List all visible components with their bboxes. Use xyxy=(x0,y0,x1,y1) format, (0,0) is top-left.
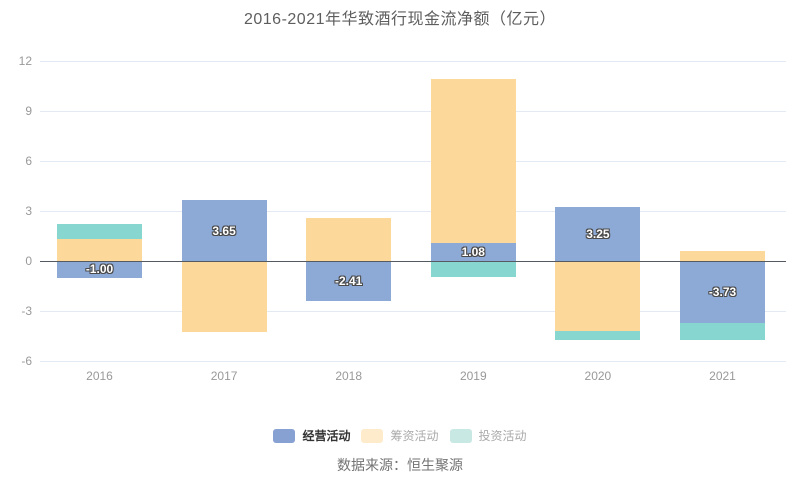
x-axis-tick-label: 2018 xyxy=(335,369,363,383)
bar-value-label: -2.41 xyxy=(335,274,363,289)
bar-segment-financing-2020[interactable] xyxy=(555,261,641,331)
legend-label: 筹资活动 xyxy=(390,429,439,443)
bar-segment-operating-2016[interactable]: -1.00 xyxy=(57,261,142,278)
legend-item-投资活动[interactable]: 投资活动 xyxy=(449,429,527,443)
bar-segment-operating-2017[interactable]: 3.65 xyxy=(181,200,267,261)
bar-segment-investing-2021[interactable] xyxy=(680,323,765,340)
bar-segment-operating-2021[interactable]: -3.73 xyxy=(680,261,765,324)
data-source-text: 数据来源：恒生聚源 xyxy=(337,457,463,473)
bar-segment-operating-2020[interactable]: 3.25 xyxy=(555,206,641,261)
gridline xyxy=(40,61,786,62)
gridline xyxy=(40,361,786,362)
legend-swatch-icon xyxy=(361,429,384,443)
y-axis-tick-label: -3 xyxy=(21,304,32,318)
chart-title: 2016-2021年华致酒行现金流净额（亿元） xyxy=(243,11,557,28)
bar-value-label: 1.08 xyxy=(461,244,485,259)
y-axis-tick-label: 3 xyxy=(25,203,32,218)
bar-segment-financing-2021[interactable] xyxy=(680,250,765,261)
gridline xyxy=(40,311,786,312)
legend-swatch-icon xyxy=(273,429,296,443)
y-axis-tick-label: 0 xyxy=(25,254,32,268)
gridline xyxy=(40,111,786,112)
legend-item-筹资活动[interactable]: 筹资活动 xyxy=(361,429,439,443)
legend-label: 经营活动 xyxy=(302,429,351,443)
zero-axis-line xyxy=(40,261,786,262)
legend-label: 投资活动 xyxy=(478,429,527,443)
gridline xyxy=(40,211,786,212)
bar-segment-financing-2019[interactable] xyxy=(430,78,516,243)
bar-segment-operating-2018[interactable]: -2.41 xyxy=(306,261,392,302)
bar-segment-investing-2016[interactable] xyxy=(57,223,142,239)
gridline xyxy=(40,161,786,162)
legend-item-经营活动[interactable]: 经营活动 xyxy=(273,429,350,443)
x-axis-tick-label: 2020 xyxy=(584,369,612,383)
bar-segment-financing-2018[interactable] xyxy=(306,218,392,261)
x-axis-tick-label: 2016 xyxy=(86,369,113,383)
y-axis-tick-label: 6 xyxy=(25,153,32,168)
bar-value-label: -1.00 xyxy=(85,262,114,277)
x-axis-tick-label: 2021 xyxy=(709,369,736,383)
bar-segment-financing-2016[interactable] xyxy=(57,238,142,261)
bar-segment-investing-2019[interactable] xyxy=(430,261,516,277)
bar-value-label: 3.65 xyxy=(212,223,236,238)
y-axis-tick-label: 9 xyxy=(25,103,32,118)
bar-segment-operating-2019[interactable]: 1.08 xyxy=(430,242,516,261)
bar-value-label: 3.25 xyxy=(586,226,610,241)
bar-segment-financing-2017[interactable] xyxy=(181,261,267,332)
y-axis-tick-label: 12 xyxy=(18,53,32,68)
chart-legend: 经营活动 筹资活动 投资活动 xyxy=(0,429,800,443)
legend-swatch-icon xyxy=(449,429,472,443)
bar-value-label: -3.73 xyxy=(708,285,737,300)
bar-segment-investing-2020[interactable] xyxy=(555,331,641,341)
x-axis-tick-label: 2017 xyxy=(210,369,238,383)
y-axis-tick-label: -6 xyxy=(21,354,32,368)
x-axis-tick-label: 2019 xyxy=(459,369,487,383)
